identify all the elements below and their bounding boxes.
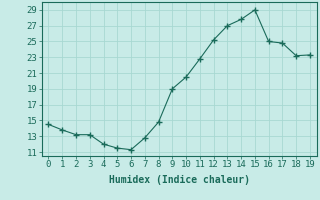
X-axis label: Humidex (Indice chaleur): Humidex (Indice chaleur) [109,175,250,185]
